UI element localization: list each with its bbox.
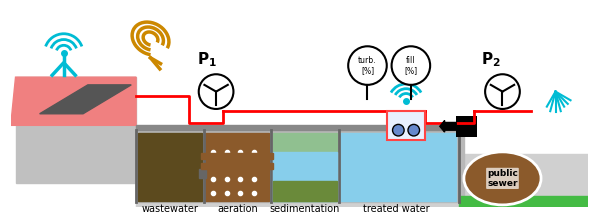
Text: fill
[%]: fill [%]	[404, 56, 418, 75]
Circle shape	[408, 124, 419, 136]
Bar	[273, 181, 337, 201]
Bar	[205, 133, 269, 201]
Text: sedimentation: sedimentation	[270, 204, 340, 214]
Text: $\mathbf{P_2}$: $\mathbf{P_2}$	[481, 51, 501, 69]
Bar	[459, 196, 588, 207]
Circle shape	[199, 74, 234, 109]
Circle shape	[348, 46, 387, 85]
Ellipse shape	[464, 152, 541, 205]
Text: treated water: treated water	[363, 204, 429, 214]
Circle shape	[392, 124, 404, 136]
Bar	[201, 153, 273, 159]
Text: aeration: aeration	[217, 204, 258, 214]
Bar	[138, 133, 202, 201]
Bar	[456, 116, 477, 137]
Circle shape	[485, 74, 520, 109]
Text: turb.
[%]: turb. [%]	[358, 56, 377, 75]
Bar	[387, 111, 425, 140]
Polygon shape	[40, 85, 131, 114]
Bar	[136, 130, 464, 203]
Text: public
sewer: public sewer	[487, 169, 518, 188]
Text: wastewater: wastewater	[141, 204, 198, 214]
Bar	[340, 133, 456, 201]
Text: $\mathbf{P_1}$: $\mathbf{P_1}$	[197, 51, 217, 69]
Bar	[201, 163, 273, 169]
FancyArrow shape	[440, 121, 456, 132]
Circle shape	[392, 46, 430, 85]
Bar	[136, 154, 589, 207]
Bar	[16, 77, 136, 183]
Bar	[199, 169, 207, 178]
Bar	[273, 133, 337, 201]
Bar	[136, 125, 464, 130]
Bar	[273, 152, 337, 201]
Polygon shape	[11, 77, 136, 125]
